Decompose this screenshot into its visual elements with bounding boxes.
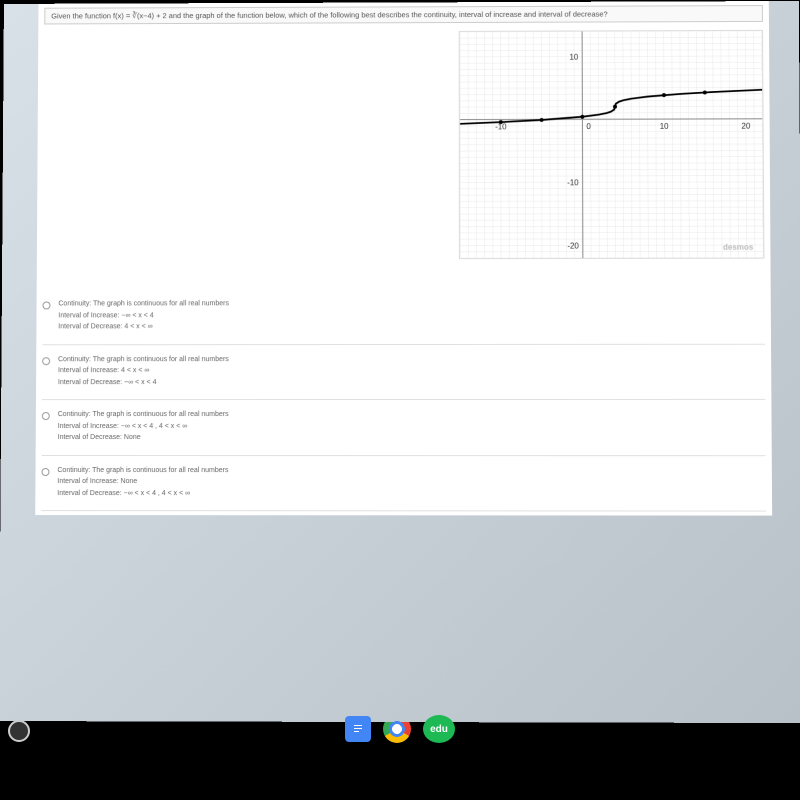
decrease-line: Interval of Decrease: 4 < x < ∞	[58, 322, 229, 333]
desmos-watermark: desmos	[723, 243, 753, 252]
continuity-line: Continuity: The graph is continuous for …	[58, 299, 229, 310]
increase-line: Interval of Increase: 4 < x < ∞	[58, 366, 229, 377]
graph-svg: -10 10 20 -20 -10 10 0	[460, 31, 764, 258]
svg-text:-10: -10	[567, 178, 579, 187]
decrease-line: Interval of Decrease: None	[58, 433, 229, 444]
option-text: Continuity: The graph is continuous for …	[57, 466, 228, 501]
decrease-line: Interval of Decrease: −∞ < x < 4 , 4 < x…	[57, 489, 228, 500]
increase-line: Interval of Increase: −∞ < x < 4	[58, 311, 229, 322]
increase-line: Interval of Increase: None	[57, 477, 228, 488]
radio-icon[interactable]	[42, 301, 50, 309]
svg-text:10: 10	[569, 53, 578, 62]
svg-text:-20: -20	[567, 241, 579, 250]
docs-icon[interactable]	[345, 716, 371, 742]
edu-icon[interactable]: edu	[423, 715, 455, 743]
screen-area: Given the function f(x) = ∛(x−4) + 2 and…	[0, 1, 800, 723]
svg-text:10: 10	[660, 122, 669, 131]
function-graph[interactable]: -10 10 20 -20 -10 10 0 desmos	[459, 30, 765, 259]
answer-option-1[interactable]: Continuity: The graph is continuous for …	[42, 344, 765, 400]
continuity-line: Continuity: The graph is continuous for …	[57, 466, 228, 477]
svg-text:-10: -10	[495, 122, 507, 131]
svg-text:0: 0	[586, 122, 591, 131]
question-text: Given the function f(x) = ∛(x−4) + 2 and…	[44, 5, 763, 24]
answer-option-3[interactable]: Continuity: The graph is continuous for …	[41, 456, 766, 512]
graph-container: -10 10 20 -20 -10 10 0 desmos	[43, 30, 765, 260]
answer-options: Continuity: The graph is continuous for …	[41, 289, 766, 512]
answer-option-0[interactable]: Continuity: The graph is continuous for …	[42, 289, 765, 345]
radio-icon[interactable]	[42, 357, 50, 365]
option-text: Continuity: The graph is continuous for …	[58, 410, 229, 445]
increase-line: Interval of Increase: −∞ < x < 4 , 4 < x…	[58, 422, 229, 433]
option-text: Continuity: The graph is continuous for …	[58, 355, 229, 390]
continuity-line: Continuity: The graph is continuous for …	[58, 410, 229, 421]
taskbar: edu	[0, 708, 800, 750]
radio-icon[interactable]	[42, 412, 50, 420]
option-text: Continuity: The graph is continuous for …	[58, 299, 229, 334]
chrome-icon[interactable]	[383, 715, 411, 743]
decrease-line: Interval of Decrease: −∞ < x < 4	[58, 378, 229, 389]
svg-text:20: 20	[741, 122, 751, 131]
continuity-line: Continuity: The graph is continuous for …	[58, 355, 229, 366]
answer-option-2[interactable]: Continuity: The graph is continuous for …	[42, 400, 766, 456]
quiz-content: Given the function f(x) = ∛(x−4) + 2 and…	[35, 1, 772, 516]
radio-icon[interactable]	[41, 468, 49, 476]
